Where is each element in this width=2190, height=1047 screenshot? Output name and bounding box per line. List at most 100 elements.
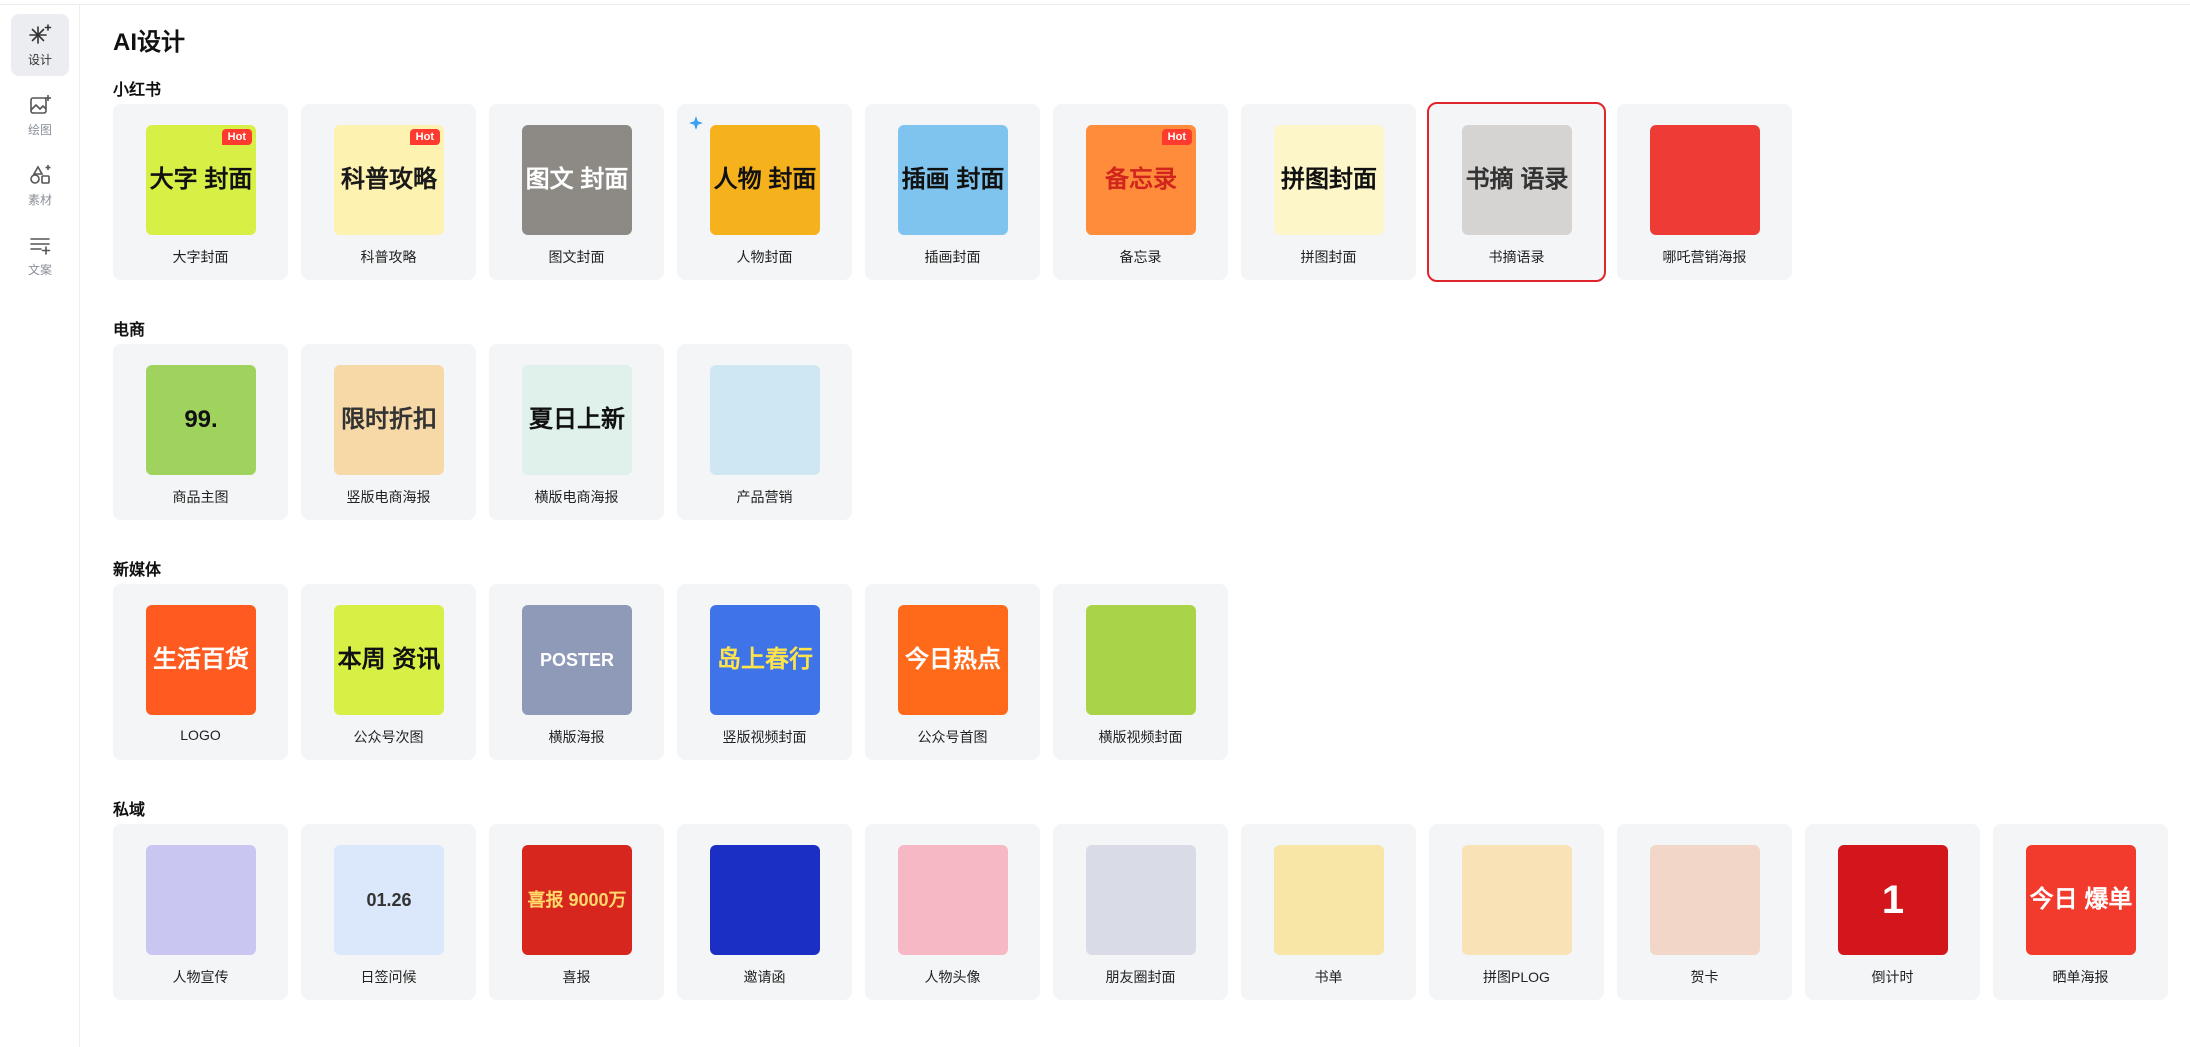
- template-thumbnail: [1086, 845, 1196, 955]
- template-card[interactable]: 横版视频封面: [1053, 584, 1228, 760]
- template-card[interactable]: 大字 封面 Hot 大字封面: [113, 104, 288, 280]
- thumbnail-text: 夏日上新: [529, 406, 625, 434]
- section-grid: 大字 封面 Hot 大字封面 科普攻略 Hot 科普攻略 图文 封面 图文封面 人物 封面 人物封…: [113, 102, 1792, 282]
- thumbnail-text: 人物 封面: [713, 166, 817, 194]
- template-card[interactable]: 人物 封面 人物封面: [677, 104, 852, 280]
- template-thumbnail: [710, 365, 820, 475]
- template-card-label: 喜报: [562, 969, 591, 985]
- sidebar-item-label: 设计: [27, 52, 52, 67]
- template-card[interactable]: 夏日上新横版电商海报: [489, 344, 664, 520]
- template-card[interactable]: POSTER 横版海报: [489, 584, 664, 760]
- template-card[interactable]: 科普攻略 Hot 科普攻略: [301, 104, 476, 280]
- template-card[interactable]: 书摘 语录 书摘语录: [1427, 102, 1606, 282]
- template-thumbnail: 今日 爆单: [2026, 845, 2136, 955]
- template-card-label: 书摘语录: [1488, 249, 1545, 265]
- sidebar: 设计 绘图 素材: [0, 5, 80, 1047]
- template-thumbnail: 图文 封面: [522, 125, 632, 235]
- template-card[interactable]: 岛上春行 竖版视频封面: [677, 584, 852, 760]
- template-thumbnail: [1650, 845, 1760, 955]
- ai-sparkle-icon: [689, 116, 703, 130]
- template-thumbnail: POSTER: [522, 605, 632, 715]
- image-plus-icon: [30, 94, 51, 114]
- main-content: AI设计 小红书 大字 封面 Hot 大字封面 科普攻略 Hot 科普攻略 图文 封面 图文封…: [113, 0, 2173, 1047]
- template-card[interactable]: 人物头像: [865, 824, 1040, 1000]
- template-thumbnail: [1650, 125, 1760, 235]
- sidebar-item-drawing[interactable]: 绘图: [11, 84, 69, 146]
- thumbnail-text: 备忘录: [1105, 166, 1177, 194]
- sidebar-item-design[interactable]: 设计: [11, 14, 69, 76]
- hot-badge: Hot: [221, 129, 252, 145]
- template-thumbnail: 拼图封面: [1274, 125, 1384, 235]
- template-thumbnail: 人物 封面: [710, 125, 820, 235]
- section-grid: 99. 商品主图 限时折扣 竖版电商海报 夏日上新 横版电商海报 产品营销: [113, 344, 852, 520]
- template-card-label: 竖版电商海报: [346, 489, 431, 505]
- template-card[interactable]: 生活百货 LOGO: [113, 584, 288, 760]
- template-card[interactable]: 限时折扣 竖版电商海报: [301, 344, 476, 520]
- template-card[interactable]: 邀请函: [677, 824, 852, 1000]
- template-card[interactable]: 产品营销: [677, 344, 852, 520]
- template-card-label: 邀请函: [743, 969, 786, 985]
- template-card[interactable]: 贺卡: [1617, 824, 1792, 1000]
- template-card-label: 图文封面: [548, 249, 605, 265]
- template-card[interactable]: 本周 资讯 公众号次图: [301, 584, 476, 760]
- section-title: 私域: [113, 802, 146, 819]
- template-card[interactable]: 图文 封面 图文封面: [489, 104, 664, 280]
- sidebar-item-copywriting[interactable]: 文案: [11, 224, 69, 286]
- template-card-label: 晒单海报: [2052, 969, 2109, 985]
- template-thumbnail: [146, 845, 256, 955]
- thumbnail-text: 1: [1881, 878, 1905, 922]
- thumbnail-text: 岛上春行: [717, 646, 813, 674]
- template-card-label: 横版电商海报: [534, 489, 619, 505]
- template-card-label: 公众号首图: [917, 729, 988, 745]
- sidebar-item-label: 文案: [27, 262, 52, 277]
- page-title: AI设计: [113, 29, 185, 56]
- thumbnail-text: 99.: [184, 406, 218, 434]
- thumbnail-text: 生活百货: [153, 646, 249, 674]
- sparkle-icon: [29, 23, 52, 44]
- template-card[interactable]: 人物宣传: [113, 824, 288, 1000]
- thumbnail-text: 大字 封面: [149, 166, 253, 194]
- template-thumbnail: [710, 845, 820, 955]
- thumbnail-text: POSTER: [539, 649, 614, 670]
- template-card[interactable]: 备忘录 Hot 备忘录: [1053, 104, 1228, 280]
- template-card[interactable]: 书单: [1241, 824, 1416, 1000]
- template-card[interactable]: 1 倒计时: [1805, 824, 1980, 1000]
- sidebar-item-assets[interactable]: 素材: [11, 154, 69, 216]
- template-card-label: 贺卡: [1690, 969, 1719, 985]
- template-thumbnail: 生活百货: [146, 605, 256, 715]
- hot-badge: Hot: [409, 129, 440, 145]
- template-card[interactable]: 喜报 9000万喜报: [489, 824, 664, 1000]
- template-card-label: 备忘录: [1119, 249, 1162, 265]
- thumbnail-text: 拼图封面: [1281, 166, 1377, 194]
- sidebar-item-label: 绘图: [27, 122, 52, 137]
- template-card[interactable]: 99. 商品主图: [113, 344, 288, 520]
- template-thumbnail: [1086, 605, 1196, 715]
- template-card-label: 横版海报: [548, 729, 605, 745]
- template-card-label: 插画封面: [924, 249, 981, 265]
- thumbnail-text: 01.26: [366, 889, 412, 910]
- shapes-icon: [30, 164, 51, 184]
- section-grid: 人物宣传 01.26 日签问候 喜报 9000万 喜报 邀请函 人物头像 朋友圈封面 书单 拼图P…: [113, 824, 2168, 1000]
- template-card[interactable]: 朋友圈封面: [1053, 824, 1228, 1000]
- thumbnail-text: 书摘 语录: [1465, 166, 1569, 194]
- sidebar-item-label: 素材: [27, 192, 52, 207]
- template-card[interactable]: 今日热点 公众号首图: [865, 584, 1040, 760]
- template-card[interactable]: 01.26 日签问候: [301, 824, 476, 1000]
- section-grid: 生活百货 LOGO 本周 资讯 公众号次图 POSTER 横版海报 岛上春行 竖版视频封面 今日…: [113, 584, 1228, 760]
- thumbnail-text: 图文 封面: [525, 166, 629, 194]
- template-card-label: 公众号次图: [353, 729, 424, 745]
- template-thumbnail: [898, 845, 1008, 955]
- template-card[interactable]: 拼图PLOG: [1429, 824, 1604, 1000]
- template-card-label: 日签问候: [360, 969, 417, 985]
- thumbnail-text: 科普攻略: [341, 166, 437, 194]
- section-title: 小红书: [113, 82, 162, 99]
- template-card[interactable]: 拼图封面 拼图封面: [1241, 104, 1416, 280]
- text-lines-icon: [30, 237, 51, 255]
- template-card-label: 人物宣传: [172, 969, 229, 985]
- template-card-label: 大字封面: [172, 249, 229, 265]
- thumbnail-text: 喜报 9000万: [527, 889, 627, 910]
- template-card-label: LOGO: [180, 727, 221, 743]
- template-card[interactable]: 今日 爆单 晒单海报: [1993, 824, 2168, 1000]
- template-card[interactable]: 插画 封面 插画封面: [865, 104, 1040, 280]
- template-card[interactable]: 哪吒营销海报: [1617, 104, 1792, 280]
